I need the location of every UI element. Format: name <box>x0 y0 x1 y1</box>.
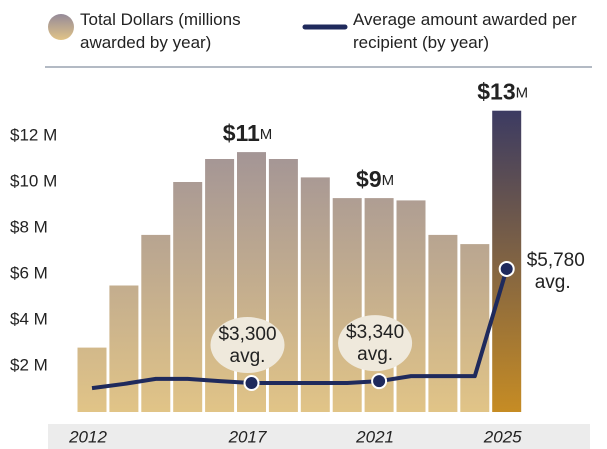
x-tick-label: 2017 <box>228 427 267 446</box>
bar-value-number: $13 <box>477 79 515 105</box>
bar <box>396 200 426 412</box>
bar-value-label: $11M <box>223 120 273 146</box>
line-value-label: $5,780 <box>527 250 585 271</box>
x-tick-label: 2021 <box>355 427 394 446</box>
y-tick-label: $8 M <box>10 217 48 236</box>
line-marker <box>371 373 388 390</box>
bar-value-label: $13M <box>477 79 528 105</box>
bar-value-unit: M <box>516 85 529 102</box>
bar <box>109 285 139 412</box>
line-value-label: $3,340 <box>346 322 404 343</box>
line-value-note: avg. <box>230 346 266 367</box>
bar <box>460 244 490 412</box>
bar <box>173 182 203 412</box>
y-tick-label: $10 M <box>10 171 57 190</box>
line-marker <box>498 260 515 277</box>
line <box>91 268 509 391</box>
line-marker <box>243 375 260 392</box>
line-value-note: avg. <box>535 272 571 293</box>
line-value-label: $3,300 <box>218 324 276 345</box>
bar <box>300 177 330 412</box>
label-bubble <box>210 317 285 374</box>
x-axis-band <box>48 424 590 449</box>
bar <box>237 152 266 412</box>
bar-value-unit: M <box>382 172 395 189</box>
bar <box>332 198 362 412</box>
bar-value-number: $9 <box>356 166 382 192</box>
bar <box>205 159 235 412</box>
bar <box>428 234 458 412</box>
legend-line-text: Average amount awarded per recipient (by… <box>353 10 577 52</box>
bar <box>268 159 298 412</box>
legend-bar-text: Total Dollars (millions awarded by year) <box>80 10 241 52</box>
bar <box>141 234 171 412</box>
legend-swatch <box>48 14 74 40</box>
y-tick-label: $2 M <box>10 355 48 374</box>
label-bubble <box>338 315 413 372</box>
y-tick-label: $12 M <box>10 125 57 144</box>
bar <box>77 347 107 412</box>
bar-value-number: $11 <box>223 120 260 146</box>
line-value-note: avg. <box>357 344 393 365</box>
bar-value-label: $9M <box>356 166 394 192</box>
x-tick-label: 2025 <box>483 427 522 446</box>
y-tick-label: $4 M <box>10 309 48 328</box>
x-tick-label: 2012 <box>68 427 107 446</box>
bar-value-unit: M <box>260 126 273 143</box>
y-tick-label: $6 M <box>10 263 48 282</box>
